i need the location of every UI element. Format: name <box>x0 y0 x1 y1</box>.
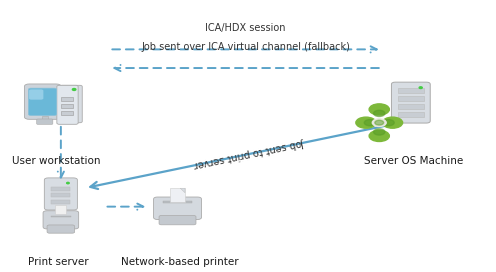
FancyBboxPatch shape <box>391 82 430 123</box>
FancyBboxPatch shape <box>398 88 424 93</box>
FancyBboxPatch shape <box>42 116 48 120</box>
FancyBboxPatch shape <box>47 225 75 233</box>
FancyBboxPatch shape <box>57 85 78 124</box>
FancyBboxPatch shape <box>29 89 43 100</box>
Circle shape <box>382 117 403 128</box>
Circle shape <box>369 104 389 115</box>
FancyBboxPatch shape <box>55 205 66 214</box>
FancyBboxPatch shape <box>51 193 70 197</box>
FancyBboxPatch shape <box>159 215 196 225</box>
Circle shape <box>375 120 384 125</box>
Polygon shape <box>180 188 185 193</box>
FancyBboxPatch shape <box>51 187 70 191</box>
FancyBboxPatch shape <box>62 104 73 108</box>
FancyBboxPatch shape <box>398 104 424 109</box>
FancyBboxPatch shape <box>43 211 79 229</box>
FancyBboxPatch shape <box>163 201 192 203</box>
Text: Print server: Print server <box>28 257 89 267</box>
Text: ICA/HDX session: ICA/HDX session <box>205 23 286 33</box>
FancyBboxPatch shape <box>62 97 73 101</box>
FancyBboxPatch shape <box>170 188 185 202</box>
Text: User workstation: User workstation <box>12 156 100 166</box>
Circle shape <box>369 130 389 141</box>
Text: Server OS Machine: Server OS Machine <box>364 156 463 166</box>
Circle shape <box>373 110 385 116</box>
Circle shape <box>72 88 76 90</box>
FancyBboxPatch shape <box>154 197 201 220</box>
FancyBboxPatch shape <box>398 96 424 101</box>
FancyBboxPatch shape <box>398 112 424 117</box>
Circle shape <box>383 120 394 126</box>
Circle shape <box>419 87 422 88</box>
Circle shape <box>66 182 69 184</box>
FancyBboxPatch shape <box>62 111 73 115</box>
Circle shape <box>373 129 385 135</box>
FancyBboxPatch shape <box>60 85 82 123</box>
FancyBboxPatch shape <box>24 84 61 119</box>
FancyBboxPatch shape <box>51 216 71 217</box>
Circle shape <box>364 120 375 126</box>
FancyBboxPatch shape <box>44 178 77 210</box>
FancyBboxPatch shape <box>51 200 70 204</box>
FancyBboxPatch shape <box>28 88 57 115</box>
Text: Network-based printer: Network-based printer <box>121 257 239 267</box>
Text: Job sent to print server: Job sent to print server <box>193 137 305 169</box>
Text: Job sent over ICA virtual channel (fallback): Job sent over ICA virtual channel (fallb… <box>141 42 350 52</box>
FancyBboxPatch shape <box>37 119 53 124</box>
Circle shape <box>356 117 376 128</box>
Circle shape <box>372 119 386 126</box>
